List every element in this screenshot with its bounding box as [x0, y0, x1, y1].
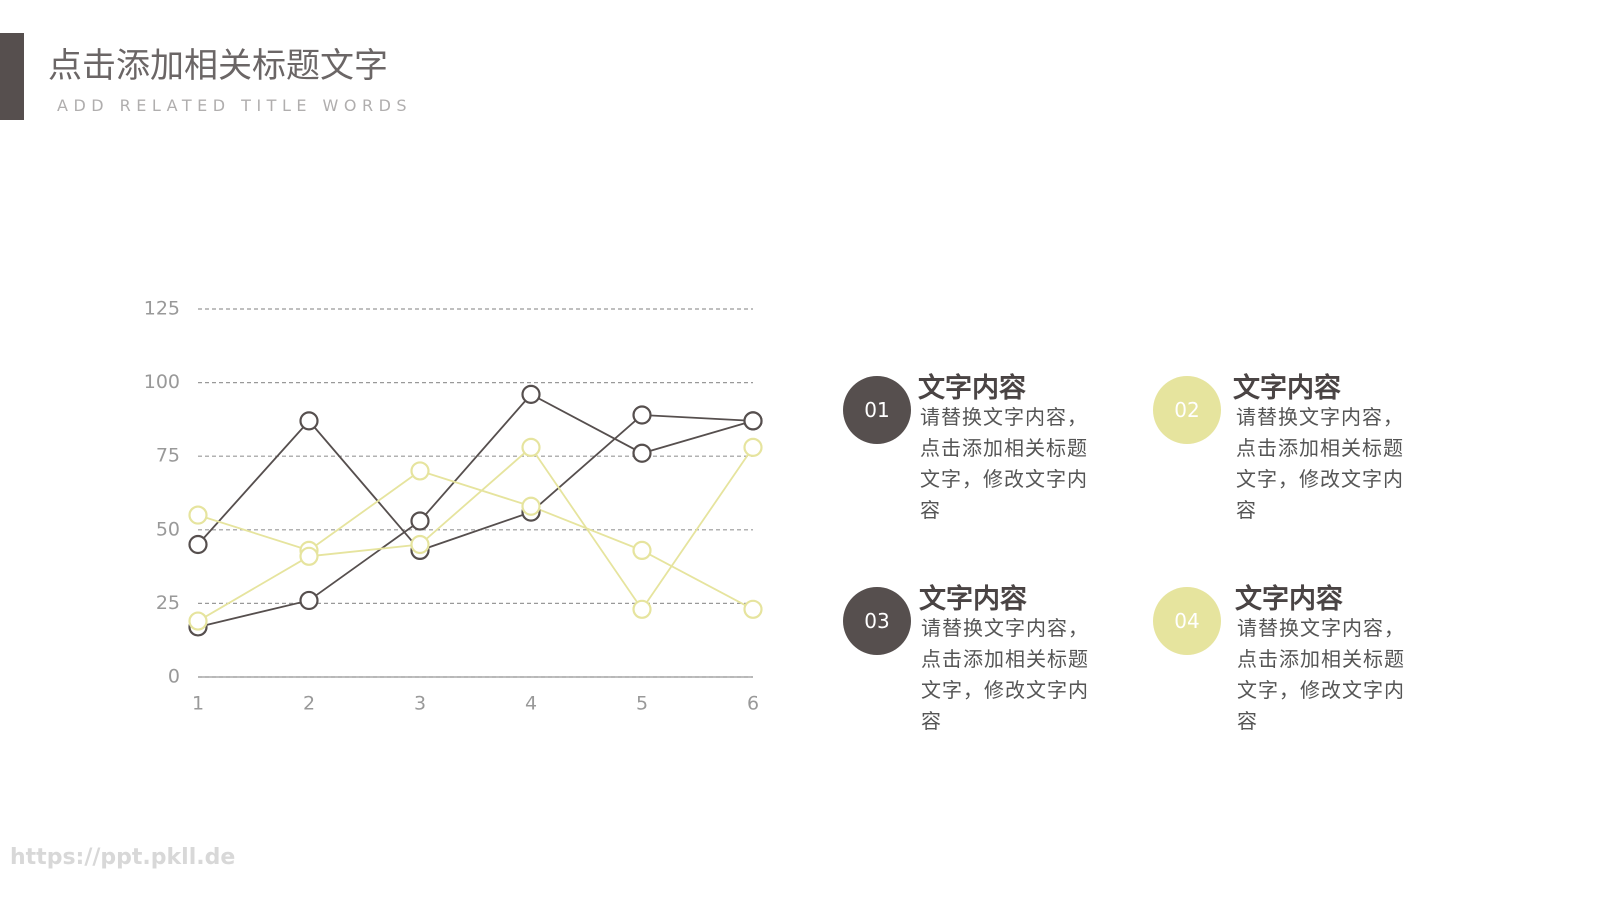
- y-tick-label: 125: [144, 298, 180, 320]
- item-text: 请替换文字内容，点击添加相关标题文字，修改文字内容: [921, 616, 1089, 733]
- series-line: [197, 414, 754, 552]
- item-number: 02: [1153, 376, 1221, 444]
- data-point: [743, 437, 763, 457]
- slide-subtitle: ADD RELATED TITLE WORDS: [57, 96, 413, 115]
- slide-title: 点击添加相关标题文字: [48, 46, 388, 86]
- data-point: [521, 496, 541, 516]
- data-point: [743, 599, 763, 619]
- data-point: [299, 546, 319, 566]
- data-point: [188, 505, 208, 525]
- y-tick-label: 100: [144, 371, 180, 393]
- item-title: 文字内容: [919, 584, 1027, 615]
- y-tick-label: 25: [156, 592, 180, 614]
- watermark: https://ppt.pkll.de: [10, 845, 236, 870]
- accent-bar: [0, 33, 24, 120]
- data-point: [632, 540, 652, 561]
- y-tick-label: 0: [168, 666, 180, 688]
- item-title: 文字内容: [1235, 584, 1343, 615]
- series-line: [197, 446, 754, 622]
- x-tick-label: 6: [747, 693, 759, 715]
- item-number: 01: [843, 376, 911, 444]
- data-point: [521, 384, 541, 404]
- x-tick-label: 3: [414, 693, 426, 715]
- data-point: [299, 411, 319, 431]
- y-tick-label: 75: [156, 445, 180, 467]
- x-tick-label: 2: [303, 693, 315, 715]
- data-point: [188, 534, 208, 555]
- data-point: [410, 461, 430, 481]
- data-point: [632, 443, 652, 463]
- item-number: 03: [843, 587, 911, 655]
- series-line: [197, 469, 754, 611]
- x-tick-label: 5: [636, 693, 648, 715]
- item-text: 请替换文字内容，点击添加相关标题文字，修改文字内容: [920, 405, 1088, 522]
- data-point: [410, 511, 430, 531]
- x-tick-label: 4: [525, 693, 537, 715]
- data-point: [188, 611, 208, 631]
- chart: 0 25 50 75 100 125 1 2 3 4 5 6: [144, 298, 763, 715]
- item-text: 请替换文字内容，点击添加相关标题文字，修改文字内容: [1236, 405, 1404, 522]
- data-point: [632, 405, 652, 425]
- item-text: 请替换文字内容，点击添加相关标题文字，修改文字内容: [1237, 616, 1405, 733]
- data-point: [743, 411, 763, 431]
- series-line: [197, 393, 754, 628]
- y-tick-label: 50: [156, 518, 180, 540]
- data-point: [521, 437, 541, 457]
- item-title: 文字内容: [1233, 373, 1341, 404]
- item-number: 04: [1153, 587, 1221, 655]
- data-point: [299, 590, 319, 611]
- data-point: [632, 599, 652, 619]
- item-title: 文字内容: [918, 373, 1026, 404]
- data-point: [410, 534, 430, 555]
- x-tick-label: 1: [192, 693, 204, 715]
